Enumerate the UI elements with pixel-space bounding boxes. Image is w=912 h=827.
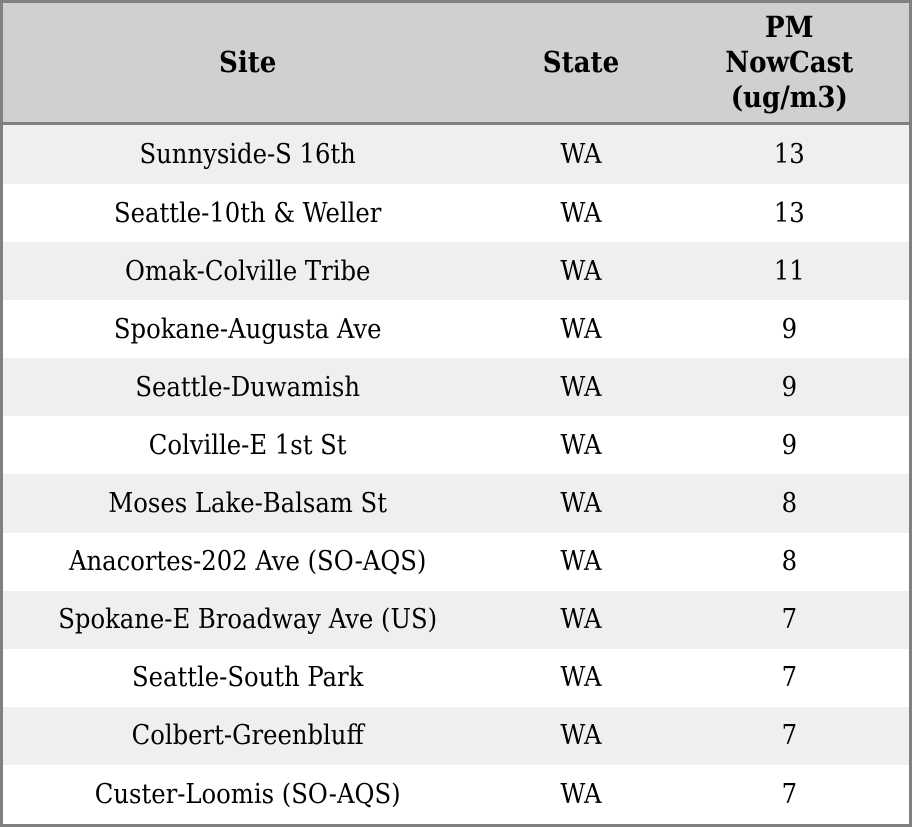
header-cell-pm-nowcast: PM NowCast (ug/m3) [669,1,911,125]
cell-state: WA [560,720,602,752]
cell-state: WA [560,371,602,403]
table-row: Colbert-Greenbluff WA 7 [1,706,911,765]
cell-pm-nowcast: 7 [781,662,798,694]
cell-state: WA [560,778,602,810]
table-row: Sunnyside-S 16th WA 13 [1,123,911,185]
table-row: Seattle-10th & Weller WA 13 [1,184,911,243]
table-row: Anacortes-202 Ave (SO-AQS) WA 8 [1,532,911,591]
cell-pm-nowcast: 7 [781,778,798,810]
cell-pm-nowcast: 13 [773,139,805,171]
cell-state: WA [560,197,602,229]
table-row: Seattle-South Park WA 7 [1,648,911,707]
cell-pm-nowcast: 9 [781,371,798,403]
cell-site: Omak-Colville Tribe [124,255,371,287]
table-row: Spokane-Augusta Ave WA 9 [1,300,911,359]
cell-pm-nowcast: 7 [781,720,798,752]
cell-site: Moses Lake-Balsam St [108,488,387,519]
table-row: Omak-Colville Tribe WA 11 [1,242,911,301]
cell-site: Colville-E 1st St [148,429,347,461]
cell-state: WA [560,255,602,287]
cell-state: WA [560,662,602,694]
cell-pm-nowcast: 8 [781,488,798,519]
cell-site: Seattle-South Park [132,662,364,694]
cell-site: Colbert-Greenbluff [131,720,364,752]
cell-pm-nowcast: 9 [781,429,798,461]
cell-pm-nowcast: 9 [781,313,798,345]
table-row: Spokane-E Broadway Ave (US) WA 7 [1,590,911,649]
cell-state: WA [560,604,602,636]
table-row: Colville-E 1st St WA 9 [1,416,911,475]
cell-pm-nowcast: 13 [773,197,805,229]
cell-state: WA [560,546,602,578]
header-cell-state: State [492,1,670,125]
header-row: Site State PM NowCast (ug/m3) [1,1,911,125]
cell-site: Sunnyside-S 16th [139,139,356,171]
cell-site: Custer-Loomis (SO-AQS) [94,778,401,810]
table-row: Moses Lake-Balsam St WA 8 [1,474,911,533]
cell-state: WA [560,313,602,345]
cell-pm-nowcast: 8 [781,546,798,578]
cell-state: WA [560,429,602,461]
cell-site: Spokane-E Broadway Ave (US) [58,604,438,636]
cell-site: Spokane-Augusta Ave [113,313,382,345]
table-body: Sunnyside-S 16th WA 13 Seattle-10th & Welle… [1,123,911,826]
table-row: Seattle-Duwamish WA 9 [1,358,911,417]
cell-pm-nowcast: 11 [773,255,805,287]
table-header: Site State PM NowCast (ug/m3) [1,1,911,125]
cell-state: WA [560,139,602,171]
table-row: Custer-Loomis (SO-AQS) WA 7 [1,764,911,826]
cell-state: WA [560,488,602,519]
cell-pm-nowcast: 7 [781,604,798,636]
cell-site: Seattle-10th & Weller [114,197,382,229]
cell-site: Seattle-Duwamish [135,371,360,403]
header-cell-site: Site [1,1,493,125]
cell-site: Anacortes-202 Ave (SO-AQS) [68,546,427,578]
